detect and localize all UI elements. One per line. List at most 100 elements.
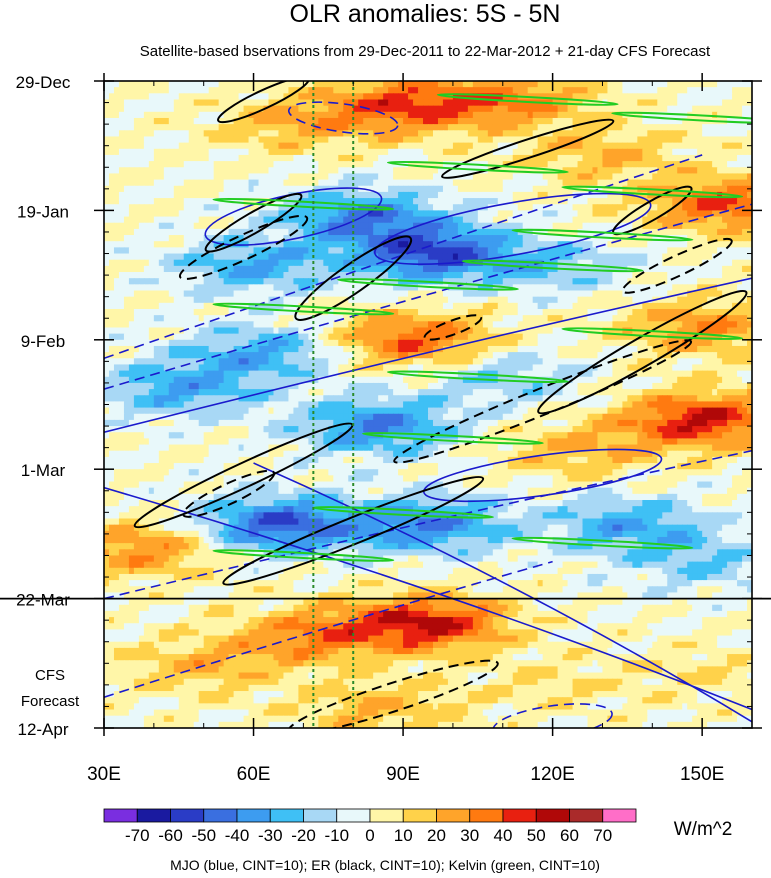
heatmap-cell bbox=[343, 315, 349, 322]
heatmap-cell bbox=[104, 302, 110, 310]
heatmap-cell bbox=[353, 142, 359, 150]
heatmap-cell bbox=[742, 235, 748, 242]
heatmap-cell bbox=[133, 167, 140, 175]
heatmap-cell bbox=[462, 124, 469, 131]
heatmap-cell bbox=[143, 111, 150, 119]
heatmap-cell bbox=[228, 105, 235, 113]
heatmap-cell bbox=[383, 142, 389, 150]
heatmap-cell bbox=[238, 142, 245, 150]
heatmap-cell bbox=[747, 210, 752, 218]
heatmap-cell bbox=[338, 198, 344, 205]
heatmap-cell bbox=[597, 185, 604, 193]
heatmap-cell bbox=[318, 167, 324, 175]
heatmap-cell bbox=[423, 247, 429, 255]
heatmap-cell bbox=[263, 296, 270, 304]
heatmap-cell bbox=[517, 302, 524, 310]
heatmap-cell bbox=[507, 99, 514, 107]
heatmap-cell bbox=[213, 228, 220, 236]
heatmap-cell bbox=[712, 308, 718, 316]
heatmap-cell bbox=[487, 235, 494, 242]
heatmap-cell bbox=[273, 87, 280, 94]
heatmap-cell bbox=[572, 222, 579, 230]
heatmap-cell bbox=[228, 204, 235, 211]
heatmap-cell bbox=[343, 148, 349, 156]
heatmap-cell bbox=[622, 247, 628, 255]
heatmap-cell bbox=[318, 302, 324, 310]
heatmap-cell bbox=[672, 111, 678, 119]
heatmap-cell bbox=[118, 241, 125, 248]
heatmap-cell bbox=[323, 154, 329, 162]
heatmap-cell bbox=[527, 173, 534, 181]
heatmap-cell bbox=[198, 105, 205, 113]
heatmap-cell bbox=[607, 253, 614, 261]
heatmap-cell bbox=[148, 167, 155, 175]
heatmap-cell bbox=[188, 228, 195, 236]
heatmap-cell bbox=[408, 136, 414, 144]
heatmap-cell bbox=[278, 93, 285, 101]
heatmap-cell bbox=[567, 148, 574, 156]
heatmap-cell bbox=[408, 111, 414, 119]
heatmap-cell bbox=[652, 117, 658, 125]
heatmap-cell bbox=[413, 308, 419, 316]
heatmap-cell bbox=[223, 259, 230, 267]
heatmap-cell bbox=[497, 235, 504, 242]
heatmap-cell bbox=[667, 105, 673, 113]
heatmap-cell bbox=[213, 93, 220, 101]
heatmap-cell bbox=[442, 302, 449, 310]
heatmap-cell bbox=[712, 99, 718, 107]
heatmap-cell bbox=[128, 253, 135, 261]
heatmap-cell bbox=[432, 87, 439, 94]
heatmap-cell bbox=[447, 265, 454, 273]
heatmap-cell bbox=[667, 99, 673, 107]
heatmap-cell bbox=[462, 302, 469, 310]
heatmap-cell bbox=[652, 228, 658, 236]
heatmap-cell bbox=[203, 185, 210, 193]
heatmap-cell bbox=[677, 185, 683, 193]
heatmap-cell bbox=[592, 185, 599, 193]
heatmap-cell bbox=[148, 290, 155, 298]
heatmap-cell bbox=[238, 111, 245, 119]
heatmap-cell bbox=[338, 290, 344, 298]
heatmap-cell bbox=[452, 222, 459, 230]
heatmap-cell bbox=[737, 241, 743, 248]
heatmap-cell bbox=[502, 204, 509, 211]
heatmap-cell bbox=[727, 228, 733, 236]
heatmap-cell bbox=[213, 253, 220, 261]
heatmap-cell bbox=[153, 167, 160, 175]
heatmap-cell bbox=[502, 148, 509, 156]
heatmap-cell bbox=[647, 290, 653, 298]
heatmap-cell bbox=[293, 284, 299, 292]
heatmap-cell bbox=[104, 87, 110, 94]
heatmap-cell bbox=[243, 136, 250, 144]
heatmap-cell bbox=[403, 216, 409, 224]
heatmap-cell bbox=[403, 204, 409, 211]
heatmap-cell bbox=[328, 302, 334, 310]
heatmap-cell bbox=[502, 99, 509, 107]
heatmap-cell bbox=[542, 235, 549, 242]
heatmap-cell bbox=[547, 185, 554, 193]
heatmap-cell bbox=[418, 241, 424, 248]
heatmap-cell bbox=[388, 173, 394, 181]
heatmap-cell bbox=[183, 210, 190, 218]
heatmap-cell bbox=[178, 253, 185, 261]
heatmap-cell bbox=[278, 241, 285, 248]
heatmap-cell bbox=[418, 216, 424, 224]
heatmap-cell bbox=[293, 204, 299, 211]
heatmap-cell bbox=[642, 142, 648, 150]
heatmap-cell bbox=[408, 142, 414, 150]
heatmap-cell bbox=[702, 272, 708, 279]
heatmap-cell bbox=[198, 210, 205, 218]
heatmap-cell bbox=[677, 154, 683, 162]
heatmap-cell bbox=[143, 173, 150, 181]
heatmap-cell bbox=[472, 93, 479, 101]
heatmap-cell bbox=[617, 117, 623, 125]
heatmap-cell bbox=[113, 216, 120, 224]
heatmap-cell bbox=[437, 148, 444, 156]
heatmap-cell bbox=[333, 87, 339, 94]
heatmap-cell bbox=[512, 204, 519, 211]
heatmap-cell bbox=[502, 117, 509, 125]
heatmap-cell bbox=[163, 105, 170, 113]
heatmap-cell bbox=[567, 81, 574, 88]
heatmap-cell bbox=[288, 278, 295, 285]
heatmap-cell bbox=[702, 93, 708, 101]
